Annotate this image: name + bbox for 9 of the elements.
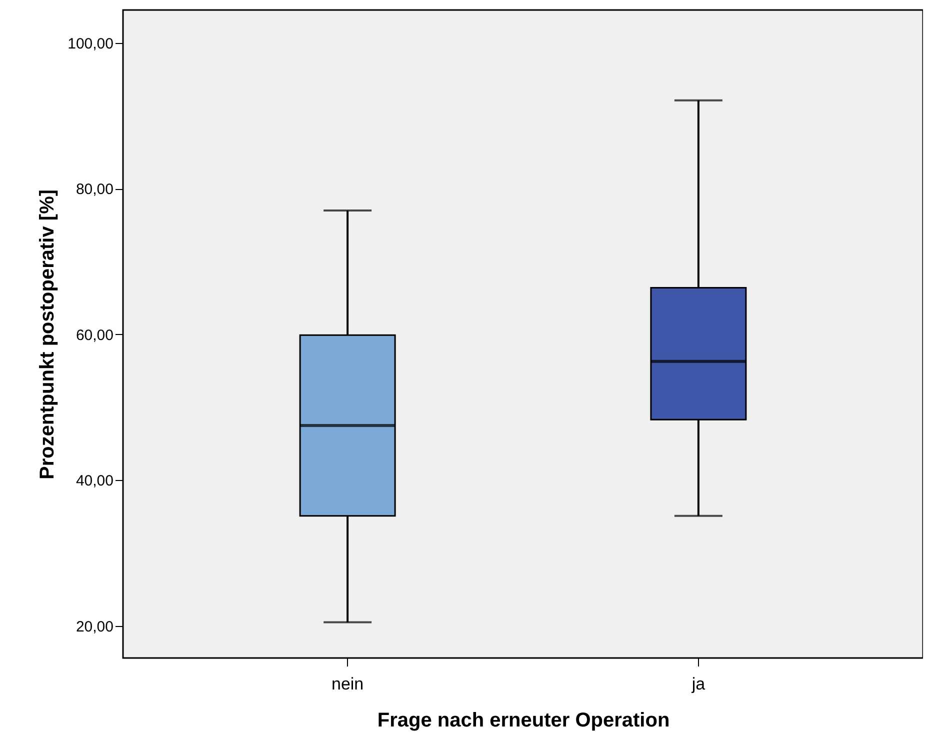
- y-tick-label: 100,00: [68, 35, 114, 52]
- y-tick-label: 20,00: [76, 618, 114, 636]
- y-axis-title: Prozentpunkt postoperativ [%]: [36, 189, 59, 480]
- x-tick-label: ja: [690, 674, 706, 694]
- x-axis-title: Frage nach erneuter Operation: [377, 710, 670, 732]
- y-tick-label: 80,00: [76, 181, 114, 198]
- y-tick-label: 60,00: [76, 326, 114, 344]
- x-tick-label: nein: [331, 674, 364, 694]
- y-tick-label: 40,00: [76, 472, 114, 490]
